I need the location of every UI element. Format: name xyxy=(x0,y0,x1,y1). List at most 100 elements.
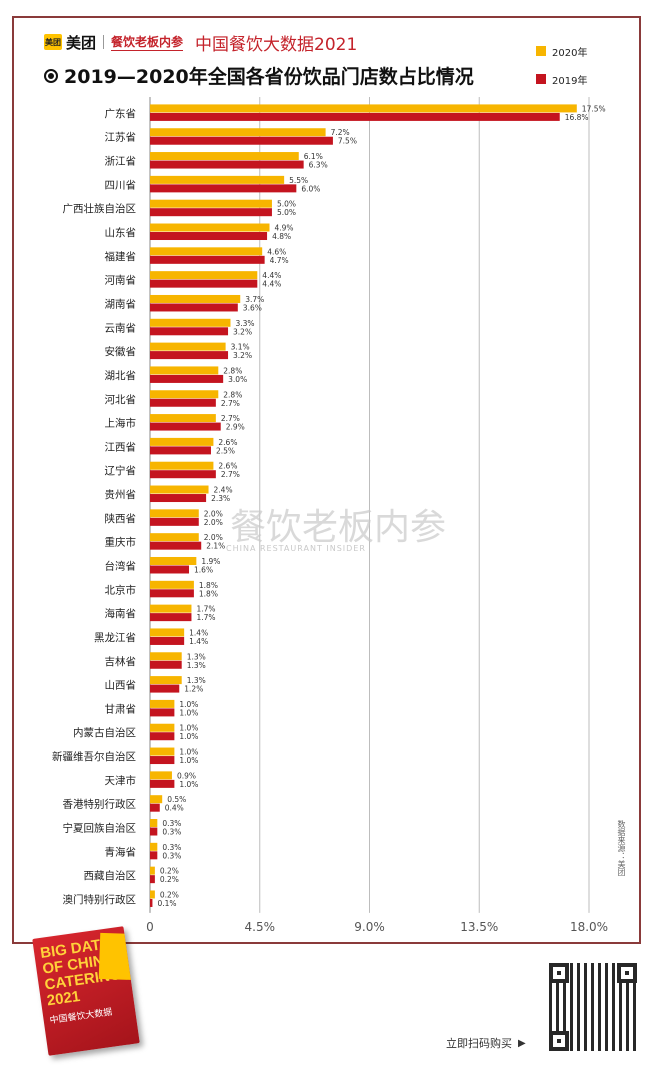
data-label-2020: 3.3% xyxy=(235,319,254,328)
bar-2019 xyxy=(150,779,175,788)
category-label: 上海市 xyxy=(105,417,137,430)
data-label-2020: 0.9% xyxy=(177,771,196,780)
data-label-2020: 1.0% xyxy=(179,700,198,709)
bar-2020 xyxy=(150,723,175,732)
qr-code-icon[interactable] xyxy=(549,963,637,1051)
chart-title-row: 2019—2020年全国各省份饮品门店数占比情况 xyxy=(44,62,474,89)
bar-2020 xyxy=(150,414,216,423)
report-title: 中国餐饮大数据2021 xyxy=(195,34,358,55)
data-label-2020: 0.5% xyxy=(167,795,186,804)
data-label-2020: 1.0% xyxy=(179,724,198,733)
data-label-2019: 3.6% xyxy=(243,303,262,312)
bar-2019 xyxy=(150,279,258,288)
bar-2020 xyxy=(150,318,231,327)
target-bullet-icon xyxy=(44,68,58,83)
bar-2019 xyxy=(150,255,265,264)
data-label-2019: 1.2% xyxy=(184,685,203,694)
data-label-2020: 2.4% xyxy=(214,486,233,495)
category-label: 辽宁省 xyxy=(105,464,137,477)
category-label: 北京市 xyxy=(105,583,137,596)
data-label-2020: 5.5% xyxy=(289,176,308,185)
data-label-2019: 4.8% xyxy=(272,232,291,241)
data-label-2019: 2.7% xyxy=(221,399,240,408)
x-tick-label: 13.5% xyxy=(460,920,498,934)
chart-frame xyxy=(12,16,641,944)
bar-2019 xyxy=(150,589,194,598)
category-label: 湖南省 xyxy=(105,297,137,310)
x-tick-label: 0 xyxy=(146,920,154,934)
data-label-2019: 0.3% xyxy=(162,851,181,860)
bar-2020 xyxy=(150,294,241,303)
category-label: 宁夏回族自治区 xyxy=(63,822,137,835)
data-label-2019: 4.4% xyxy=(262,280,281,289)
data-label-2020: 2.0% xyxy=(204,533,223,542)
data-label-2019: 1.4% xyxy=(189,637,208,646)
category-label: 香港特别行政区 xyxy=(63,798,137,811)
data-label-2019: 1.6% xyxy=(194,565,213,574)
category-label: 西藏自治区 xyxy=(84,869,137,882)
bar-2019 xyxy=(150,660,182,669)
category-label: 黑龙江省 xyxy=(94,631,136,644)
legend-swatch-2019 xyxy=(536,74,546,84)
play-arrow-icon: ▶ xyxy=(518,1037,526,1049)
data-label-2019: 0.4% xyxy=(165,804,184,813)
data-label-2019: 0.3% xyxy=(162,828,181,837)
data-label-2019: 0.2% xyxy=(160,875,179,884)
bar-2019 xyxy=(150,541,202,550)
watermark-subtitle: CHINA RESTAURANT INSIDER xyxy=(226,544,366,553)
bar-2019 xyxy=(150,517,199,526)
data-label-2020: 4.4% xyxy=(262,271,281,280)
category-label: 云南省 xyxy=(105,321,137,334)
bar-2020 xyxy=(150,128,326,137)
meituan-logo-icon: 美团 xyxy=(44,34,62,50)
data-label-2020: 2.6% xyxy=(218,438,237,447)
data-label-2020: 2.6% xyxy=(218,462,237,471)
bar-2019 xyxy=(150,636,185,645)
bar-2020 xyxy=(150,199,272,208)
bar-2019 xyxy=(150,756,175,765)
data-label-2019: 6.0% xyxy=(301,184,320,193)
brand-header: 美团 美团 餐饮老板内参 中国餐饮大数据2021 xyxy=(44,31,358,55)
brand-name: 美团 xyxy=(66,33,97,52)
data-label-2019: 5.0% xyxy=(277,208,296,217)
bar-2020 xyxy=(150,366,219,375)
bar-2020 xyxy=(150,485,209,494)
bar-2020 xyxy=(150,890,155,899)
category-label: 河北省 xyxy=(105,393,137,406)
category-label: 四川省 xyxy=(105,178,137,191)
category-label: 广东省 xyxy=(105,107,137,120)
data-label-2020: 5.0% xyxy=(277,200,296,209)
bar-2020 xyxy=(150,390,219,399)
category-label: 福建省 xyxy=(105,250,137,263)
category-label: 河南省 xyxy=(105,274,137,287)
data-label-2019: 4.7% xyxy=(270,256,289,265)
category-label: 重庆市 xyxy=(105,536,137,549)
data-label-2020: 0.3% xyxy=(162,843,181,852)
category-label: 甘肃省 xyxy=(105,702,137,715)
data-label-2020: 0.2% xyxy=(160,867,179,876)
data-label-2020: 7.2% xyxy=(331,128,350,137)
category-label: 山东省 xyxy=(105,226,137,239)
data-label-2020: 1.0% xyxy=(179,748,198,757)
bar-2020 xyxy=(150,604,192,613)
bar-2020 xyxy=(150,795,163,804)
watermark: 餐饮老板内参 xyxy=(229,507,446,548)
source-note: 数据来源：美团 xyxy=(617,820,626,876)
data-label-2019: 1.0% xyxy=(179,756,198,765)
category-label: 陕西省 xyxy=(105,512,137,525)
data-label-2019: 2.0% xyxy=(204,518,223,527)
bar-2020 xyxy=(150,533,199,542)
bar-2019 xyxy=(150,208,272,217)
bar-2020 xyxy=(150,247,263,256)
bar-2020 xyxy=(150,628,185,637)
category-label: 新疆维吾尔自治区 xyxy=(52,750,136,763)
category-label: 广西壮族自治区 xyxy=(63,202,137,215)
book-cover-image[interactable]: BIG DATA OF CHINA CATERING 2021 中国餐饮大数据 xyxy=(32,926,140,1056)
bar-2019 xyxy=(150,136,333,145)
bar-2019 xyxy=(150,494,207,503)
category-label: 贵州省 xyxy=(105,488,137,501)
data-label-2020: 0.2% xyxy=(160,890,179,899)
scan-to-buy[interactable]: 立即扫码购买 ▶ xyxy=(446,1035,526,1051)
bar-2019 xyxy=(150,398,216,407)
bar-2019 xyxy=(150,327,229,336)
